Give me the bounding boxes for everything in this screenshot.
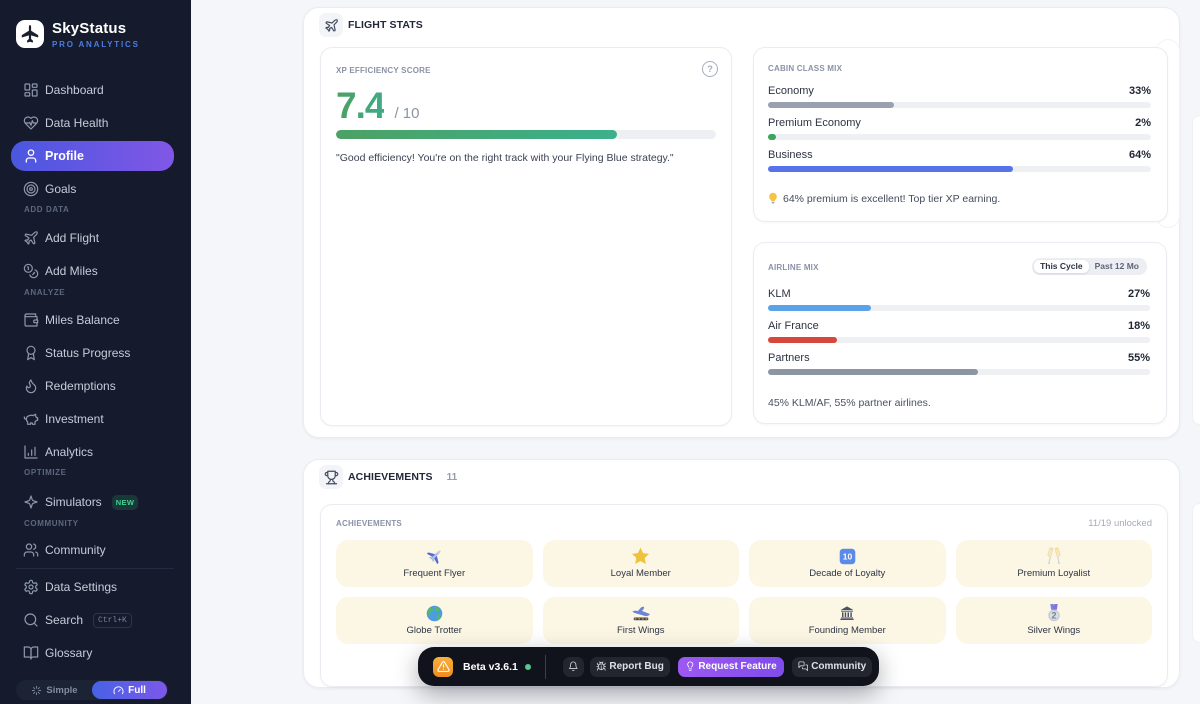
svg-text:2: 2	[1051, 611, 1056, 621]
svg-text:10: 10	[843, 551, 853, 561]
